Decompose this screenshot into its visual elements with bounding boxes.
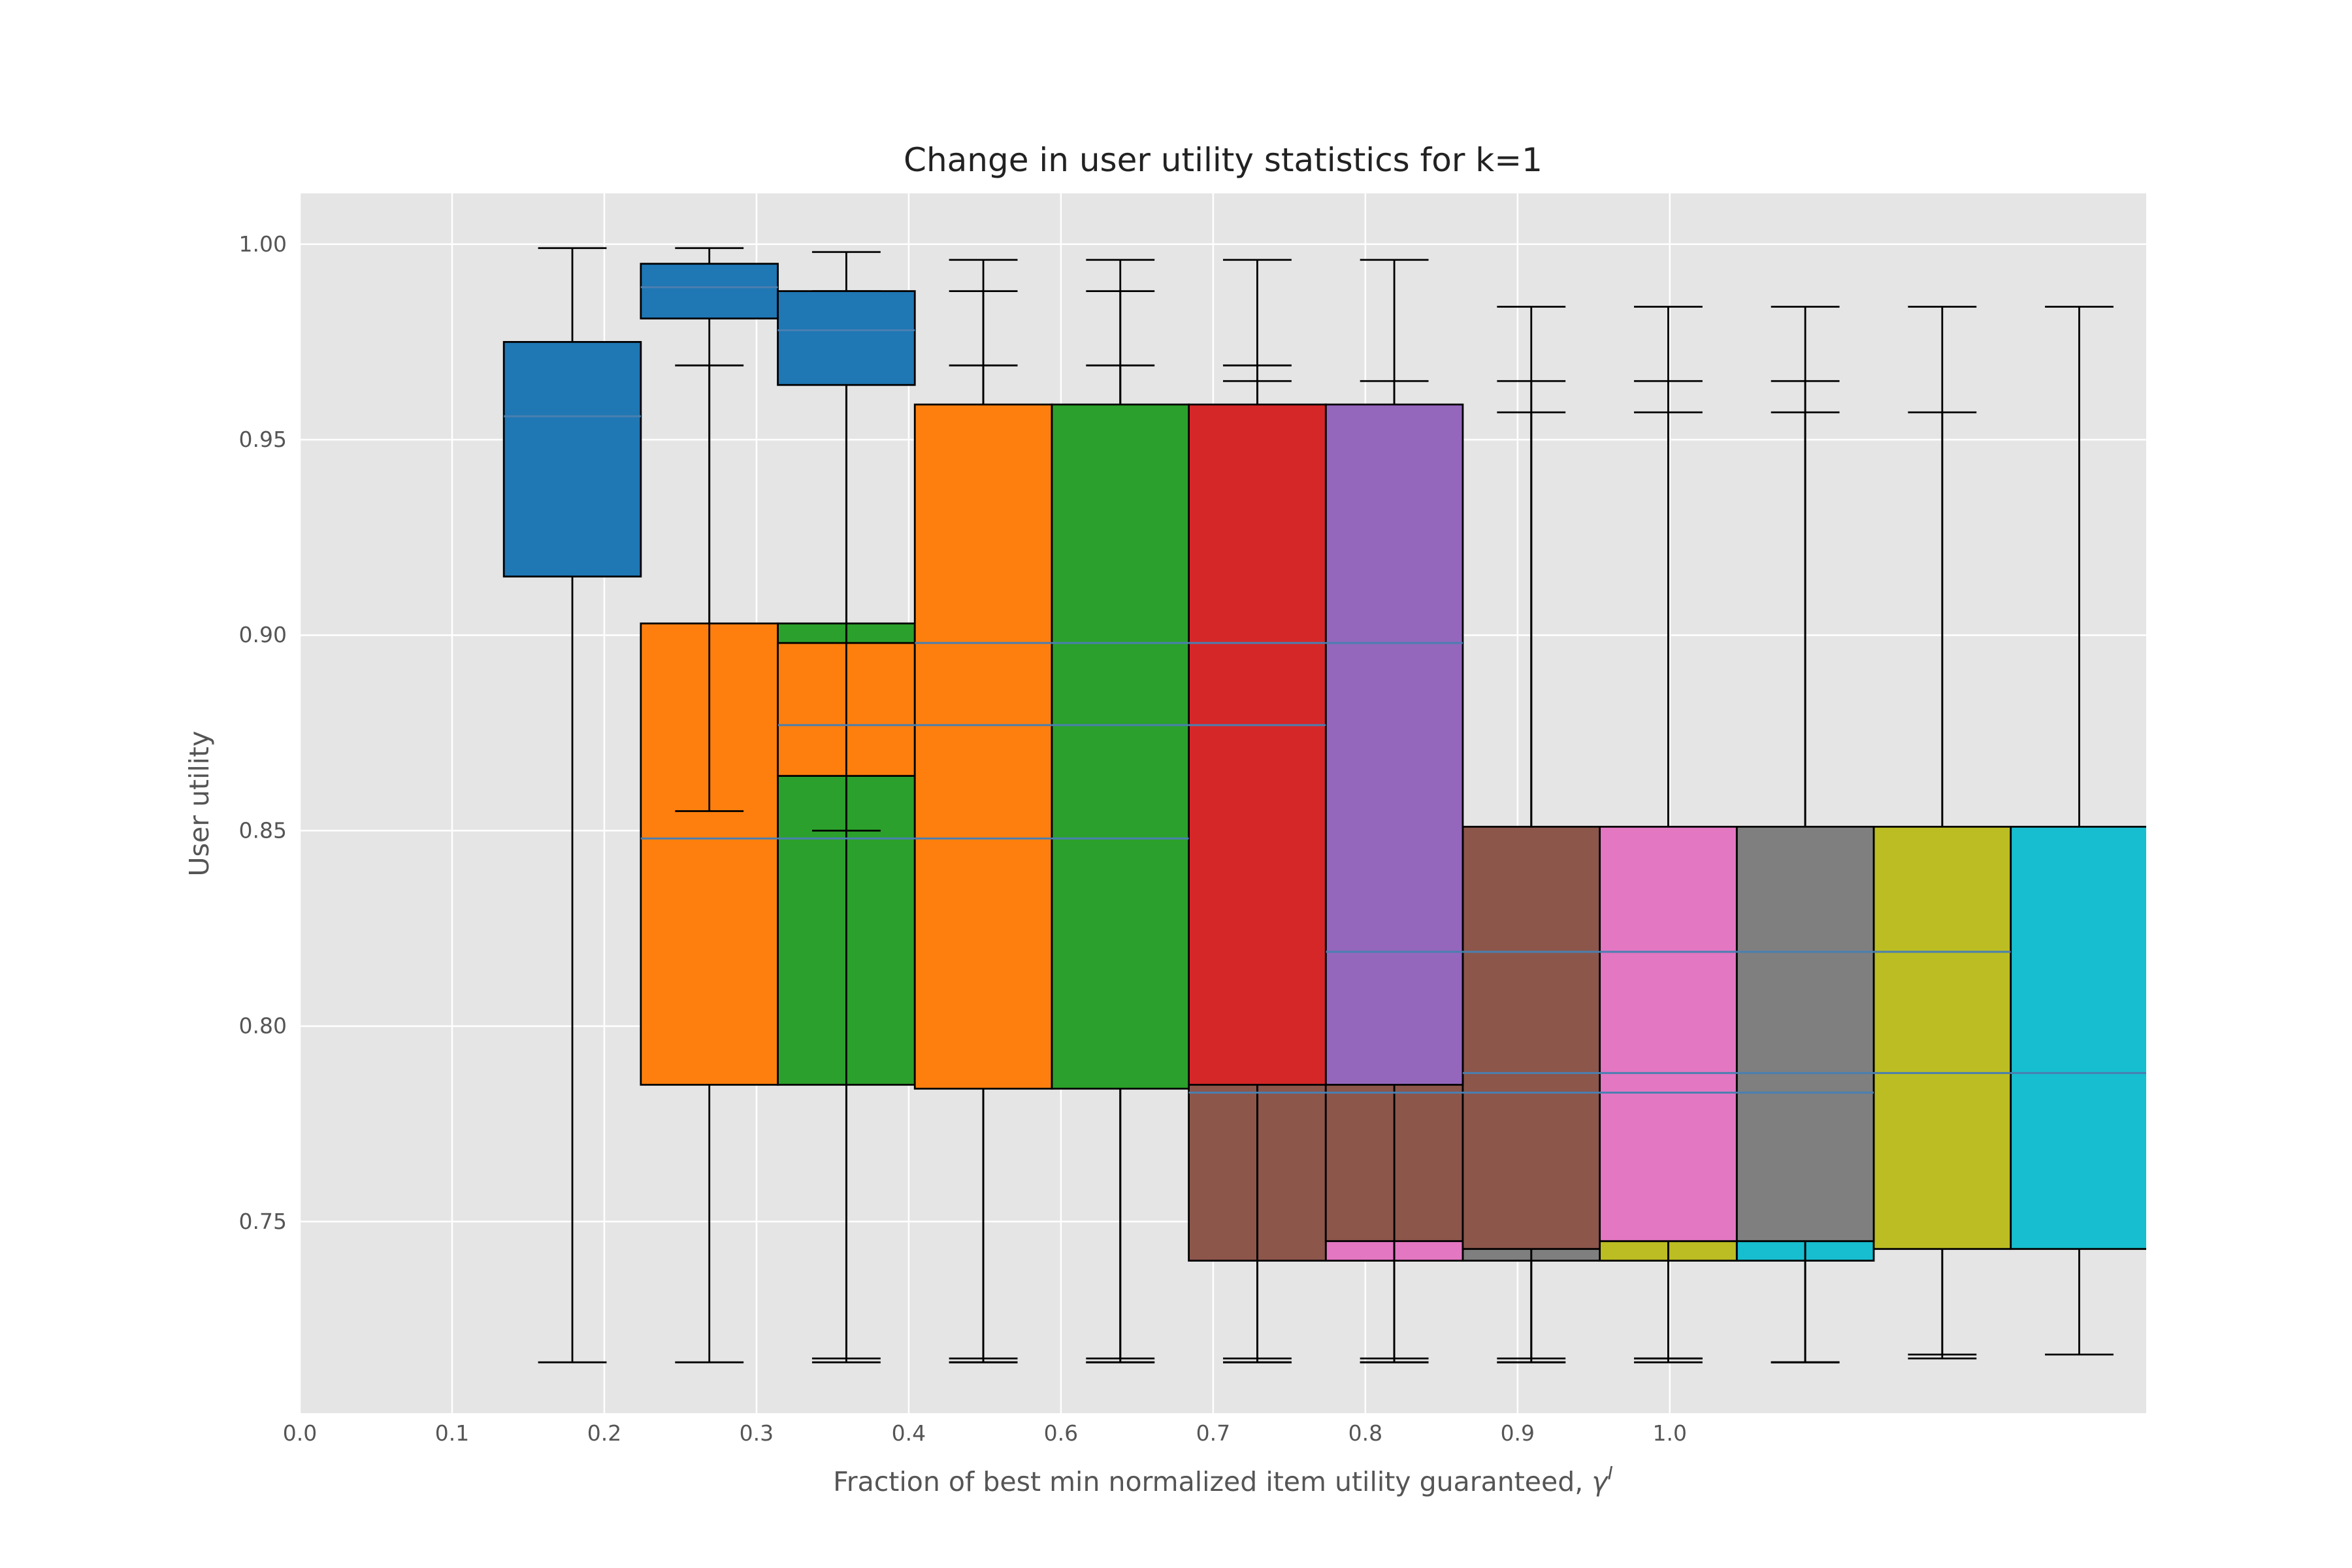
y-tick-label: 0.90: [239, 622, 287, 647]
x-tick-label: 0.2: [587, 1420, 621, 1446]
x-tick-label: 0.9: [1501, 1420, 1535, 1446]
chart-title: Change in user utility statistics for k=…: [904, 141, 1543, 179]
box: [1872, 826, 2012, 1250]
y-axis-label: User utility: [184, 730, 215, 876]
x-tick-label: 0.1: [435, 1420, 469, 1446]
x-tick-label: 0.7: [1196, 1420, 1230, 1446]
box: [502, 340, 642, 578]
x-tick-label: 1.0: [1653, 1420, 1687, 1446]
plot: [502, 247, 2146, 1364]
box: [1324, 403, 1464, 1086]
x-axis-label-text: Fraction of best min normalized item uti…: [833, 1466, 1592, 1497]
x-tick-label: 0.0: [283, 1420, 317, 1446]
x-tick-label: 0.4: [892, 1420, 926, 1446]
box: [1599, 826, 1738, 1243]
box: [777, 290, 916, 386]
box: [640, 263, 779, 319]
y-tick-label: 1.00: [239, 231, 287, 257]
box: [1051, 403, 1190, 1090]
x-axis-label: Fraction of best min normalized item uti…: [833, 1462, 1613, 1497]
y-tick-label: 0.95: [239, 427, 287, 452]
labels: 0.75 0.80 0.85 0.90 0.95 1.00 0.0 0.1 0.2 0.3 0.4 0…: [239, 231, 1688, 1446]
box: [1735, 826, 1875, 1243]
x-axis-label-superscript: I: [1608, 1462, 1613, 1484]
box: [913, 403, 1053, 1090]
y-tick-label: 0.75: [239, 1209, 287, 1234]
x-axis-label-symbol: γ: [1592, 1466, 1609, 1497]
x-tick-label: 0.6: [1044, 1420, 1078, 1446]
box: [1462, 826, 1601, 1250]
y-tick-label: 0.80: [239, 1013, 287, 1039]
box: [2010, 826, 2146, 1250]
x-tick-label: 0.3: [740, 1420, 774, 1446]
y-tick-label: 0.85: [239, 817, 287, 843]
x-tick-label: 0.8: [1348, 1420, 1382, 1446]
box: [1188, 403, 1327, 1086]
